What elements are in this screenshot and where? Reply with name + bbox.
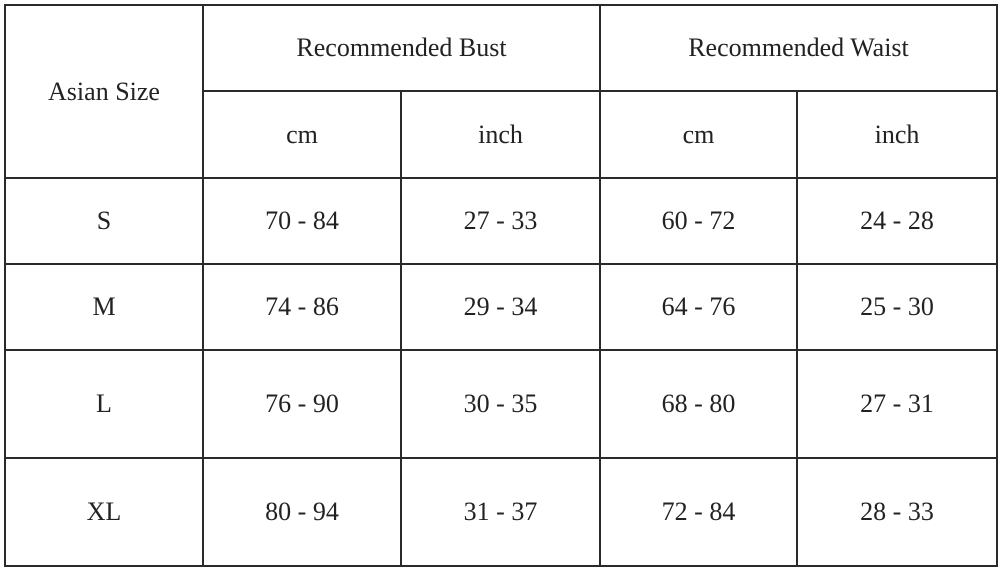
table-row: S 70 - 84 27 - 33 60 - 72 24 - 28	[4, 177, 998, 265]
bust-cm-cell: 74 - 86	[202, 263, 402, 351]
unit-row: cm inch cm inch	[5, 90, 998, 179]
waist-cm-cell: 68 - 80	[599, 349, 798, 459]
bust-inch-cell: 27 - 33	[400, 177, 601, 265]
waist-cm-cell: 72 - 84	[599, 457, 798, 567]
waist-cm-cell: 60 - 72	[599, 177, 798, 265]
waist-inch-cell: 25 - 30	[796, 263, 998, 351]
unit-waist-cm: cm	[599, 90, 798, 179]
bust-inch-cell: 31 - 37	[400, 457, 601, 567]
header-row: Asian Size Recommended Bust Recommended …	[4, 4, 998, 179]
size-cell: L	[4, 349, 204, 459]
unit-bust-inch: inch	[400, 90, 601, 179]
bust-cm-cell: 76 - 90	[202, 349, 402, 459]
size-cell: M	[4, 263, 204, 351]
unit-waist-inch: inch	[796, 90, 998, 179]
bust-inch-cell: 30 - 35	[400, 349, 601, 459]
waist-cm-cell: 64 - 76	[599, 263, 798, 351]
table-row: M 74 - 86 29 - 34 64 - 76 25 - 30	[4, 263, 998, 351]
unit-bust-cm: cm	[202, 90, 402, 179]
table-row: XL 80 - 94 31 - 37 72 - 84 28 - 33	[4, 457, 998, 567]
size-chart-table: Asian Size Recommended Bust Recommended …	[4, 4, 998, 567]
bust-inch-cell: 29 - 34	[400, 263, 601, 351]
waist-inch-cell: 24 - 28	[796, 177, 998, 265]
header-recommended-bust: Recommended Bust	[202, 4, 601, 92]
size-cell: XL	[4, 457, 204, 567]
header-asian-size: Asian Size	[4, 4, 204, 179]
bust-cm-cell: 80 - 94	[202, 457, 402, 567]
bust-cm-cell: 70 - 84	[202, 177, 402, 265]
size-cell: S	[4, 177, 204, 265]
waist-inch-cell: 27 - 31	[796, 349, 998, 459]
header-recommended-waist: Recommended Waist	[599, 4, 998, 92]
table-row: L 76 - 90 30 - 35 68 - 80 27 - 31	[4, 349, 998, 459]
waist-inch-cell: 28 - 33	[796, 457, 998, 567]
